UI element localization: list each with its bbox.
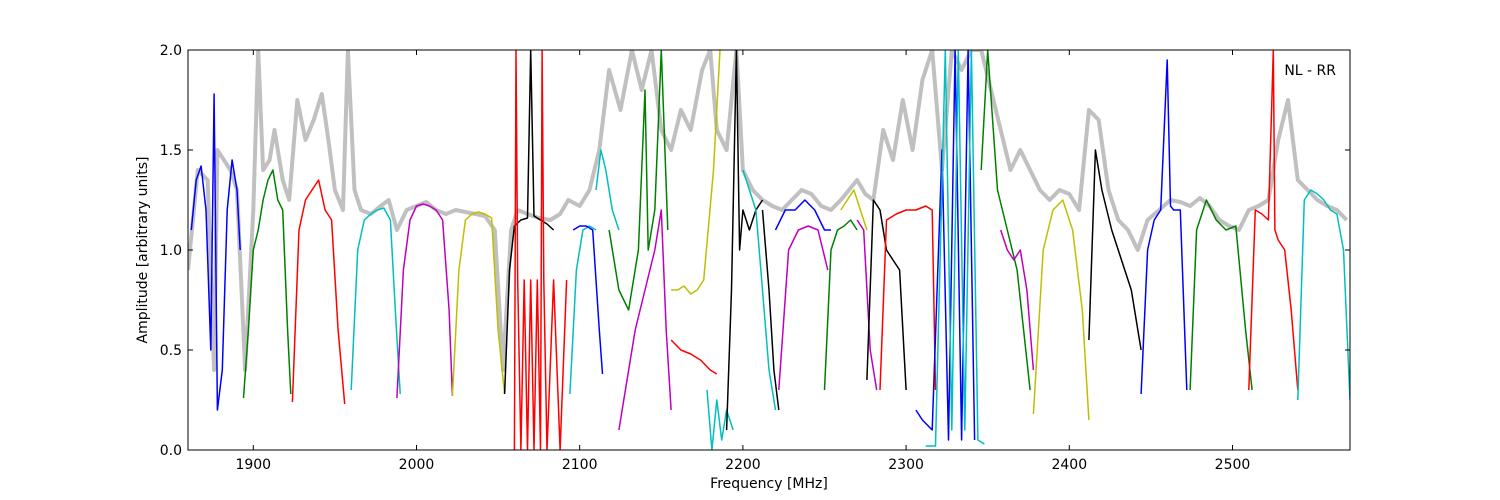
- series-line-24-black: [866, 199, 907, 391]
- series-line-14-red: [670, 339, 718, 375]
- x-axis-title: Frequency [MHz]: [710, 476, 828, 492]
- series-line-3-cyan: [350, 207, 401, 395]
- series-line-7-red: [513, 50, 568, 450]
- x-tick-label: 2300: [888, 457, 924, 473]
- series-line-20-magenta: [778, 225, 829, 391]
- series-line-21-green: [823, 219, 858, 391]
- y-tick-label: 1.0: [160, 243, 182, 259]
- x-tick-label: 2000: [399, 457, 435, 473]
- chart-annotation: NL - RR: [1284, 63, 1336, 79]
- series-line-5-olive: [451, 211, 506, 397]
- series-line-2-red: [291, 179, 346, 405]
- y-tick-label: 0.5: [160, 343, 182, 359]
- series-envelope-line: [188, 50, 1349, 372]
- x-tick-label: 1900: [235, 457, 271, 473]
- plot-area: [188, 50, 1350, 450]
- x-tick-label: 2200: [725, 457, 761, 473]
- series-line-12-magenta: [618, 209, 672, 431]
- series-line-35-cyan: [1297, 189, 1350, 401]
- series-line-22-olive: [840, 189, 868, 231]
- series-line-29-magenta: [999, 229, 1035, 371]
- series-line-17-cyan: [742, 169, 777, 411]
- series-line-16-black: [725, 50, 764, 431]
- series-line-28-green: [980, 50, 1031, 391]
- series-line-25-red: [879, 205, 937, 391]
- y-axis-title: Amplitude [arbitrary units]: [135, 157, 151, 344]
- series-line-19-blue: [774, 199, 831, 231]
- axis-ticks: 1900 2000 2100 2200 2300 2400 2500 0.0 0.5 1.0 1.5…: [160, 43, 1350, 473]
- series-line-34-red: [1248, 50, 1299, 391]
- y-tick-label: 2.0: [160, 43, 182, 59]
- series-line-4-magenta: [396, 203, 454, 399]
- series-line-10-cyan: [595, 149, 620, 231]
- series-line-26-blue: [915, 50, 976, 441]
- series-line-33-green: [1189, 199, 1253, 391]
- series-line-11-green: [608, 50, 669, 311]
- series-line-0-blue: [190, 93, 241, 411]
- series-line-30-olive: [1032, 199, 1090, 421]
- x-tick-label: 2100: [562, 457, 598, 473]
- series-line-9-blue: [572, 225, 604, 375]
- x-tick-label: 2500: [1215, 457, 1251, 473]
- series-line-18-black: [761, 209, 780, 411]
- series-line-23-magenta: [856, 219, 878, 391]
- series-line-27-cyan: [925, 50, 985, 447]
- y-tick-label: 0.0: [160, 443, 182, 459]
- x-tick-label: 2400: [1051, 457, 1087, 473]
- series-line-13-olive: [671, 50, 721, 295]
- series-line-32-blue: [1140, 59, 1188, 395]
- series-line-31-black: [1088, 149, 1142, 351]
- y-tick-label: 1.5: [160, 143, 182, 159]
- series-line-8-cyan: [569, 225, 597, 395]
- series-line-1-green: [242, 169, 292, 399]
